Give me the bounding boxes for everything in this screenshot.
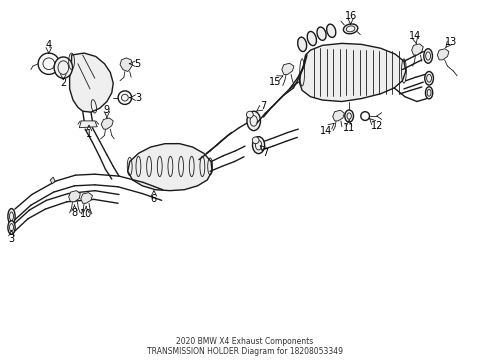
Ellipse shape [425,72,434,85]
Text: 9: 9 [104,105,110,115]
Ellipse shape [252,137,265,154]
Text: 13: 13 [445,37,457,47]
Ellipse shape [8,221,15,234]
Text: 7: 7 [260,102,267,111]
Ellipse shape [424,49,433,63]
Circle shape [246,111,253,118]
Polygon shape [299,44,406,102]
Polygon shape [50,177,55,184]
Text: 4: 4 [46,40,52,50]
Circle shape [118,91,132,104]
Text: 7: 7 [262,148,269,158]
Text: 14: 14 [410,31,422,41]
Text: 14: 14 [320,126,333,136]
Ellipse shape [327,24,336,37]
Text: 1: 1 [86,129,92,139]
Polygon shape [333,110,344,121]
Text: 10: 10 [80,209,92,219]
Ellipse shape [425,87,433,99]
Ellipse shape [345,110,353,122]
Text: 5: 5 [134,59,141,69]
Polygon shape [79,121,97,128]
Polygon shape [81,193,93,203]
Ellipse shape [298,37,307,51]
Ellipse shape [54,57,73,78]
Polygon shape [437,49,449,60]
Polygon shape [70,53,113,112]
Polygon shape [120,58,133,72]
Circle shape [252,137,259,144]
Polygon shape [412,44,423,55]
Ellipse shape [8,208,15,224]
Ellipse shape [307,31,317,46]
Text: 3: 3 [8,234,15,244]
Polygon shape [128,144,212,191]
Text: 12: 12 [370,121,383,131]
Text: 11: 11 [343,123,355,133]
Polygon shape [69,191,80,202]
Ellipse shape [317,27,326,40]
Polygon shape [101,118,113,129]
Text: 8: 8 [72,208,77,218]
Ellipse shape [247,111,261,131]
Circle shape [38,53,59,75]
Polygon shape [282,63,294,75]
Text: 3: 3 [135,93,142,103]
Circle shape [361,112,369,120]
Text: 16: 16 [344,11,357,21]
Ellipse shape [343,24,358,34]
Text: 6: 6 [151,194,157,204]
Text: 15: 15 [269,77,281,87]
Text: 2: 2 [60,78,67,88]
Text: 2020 BMW X4 Exhaust Components
TRANSMISSION HOLDER Diagram for 18208053349: 2020 BMW X4 Exhaust Components TRANSMISS… [147,337,343,356]
